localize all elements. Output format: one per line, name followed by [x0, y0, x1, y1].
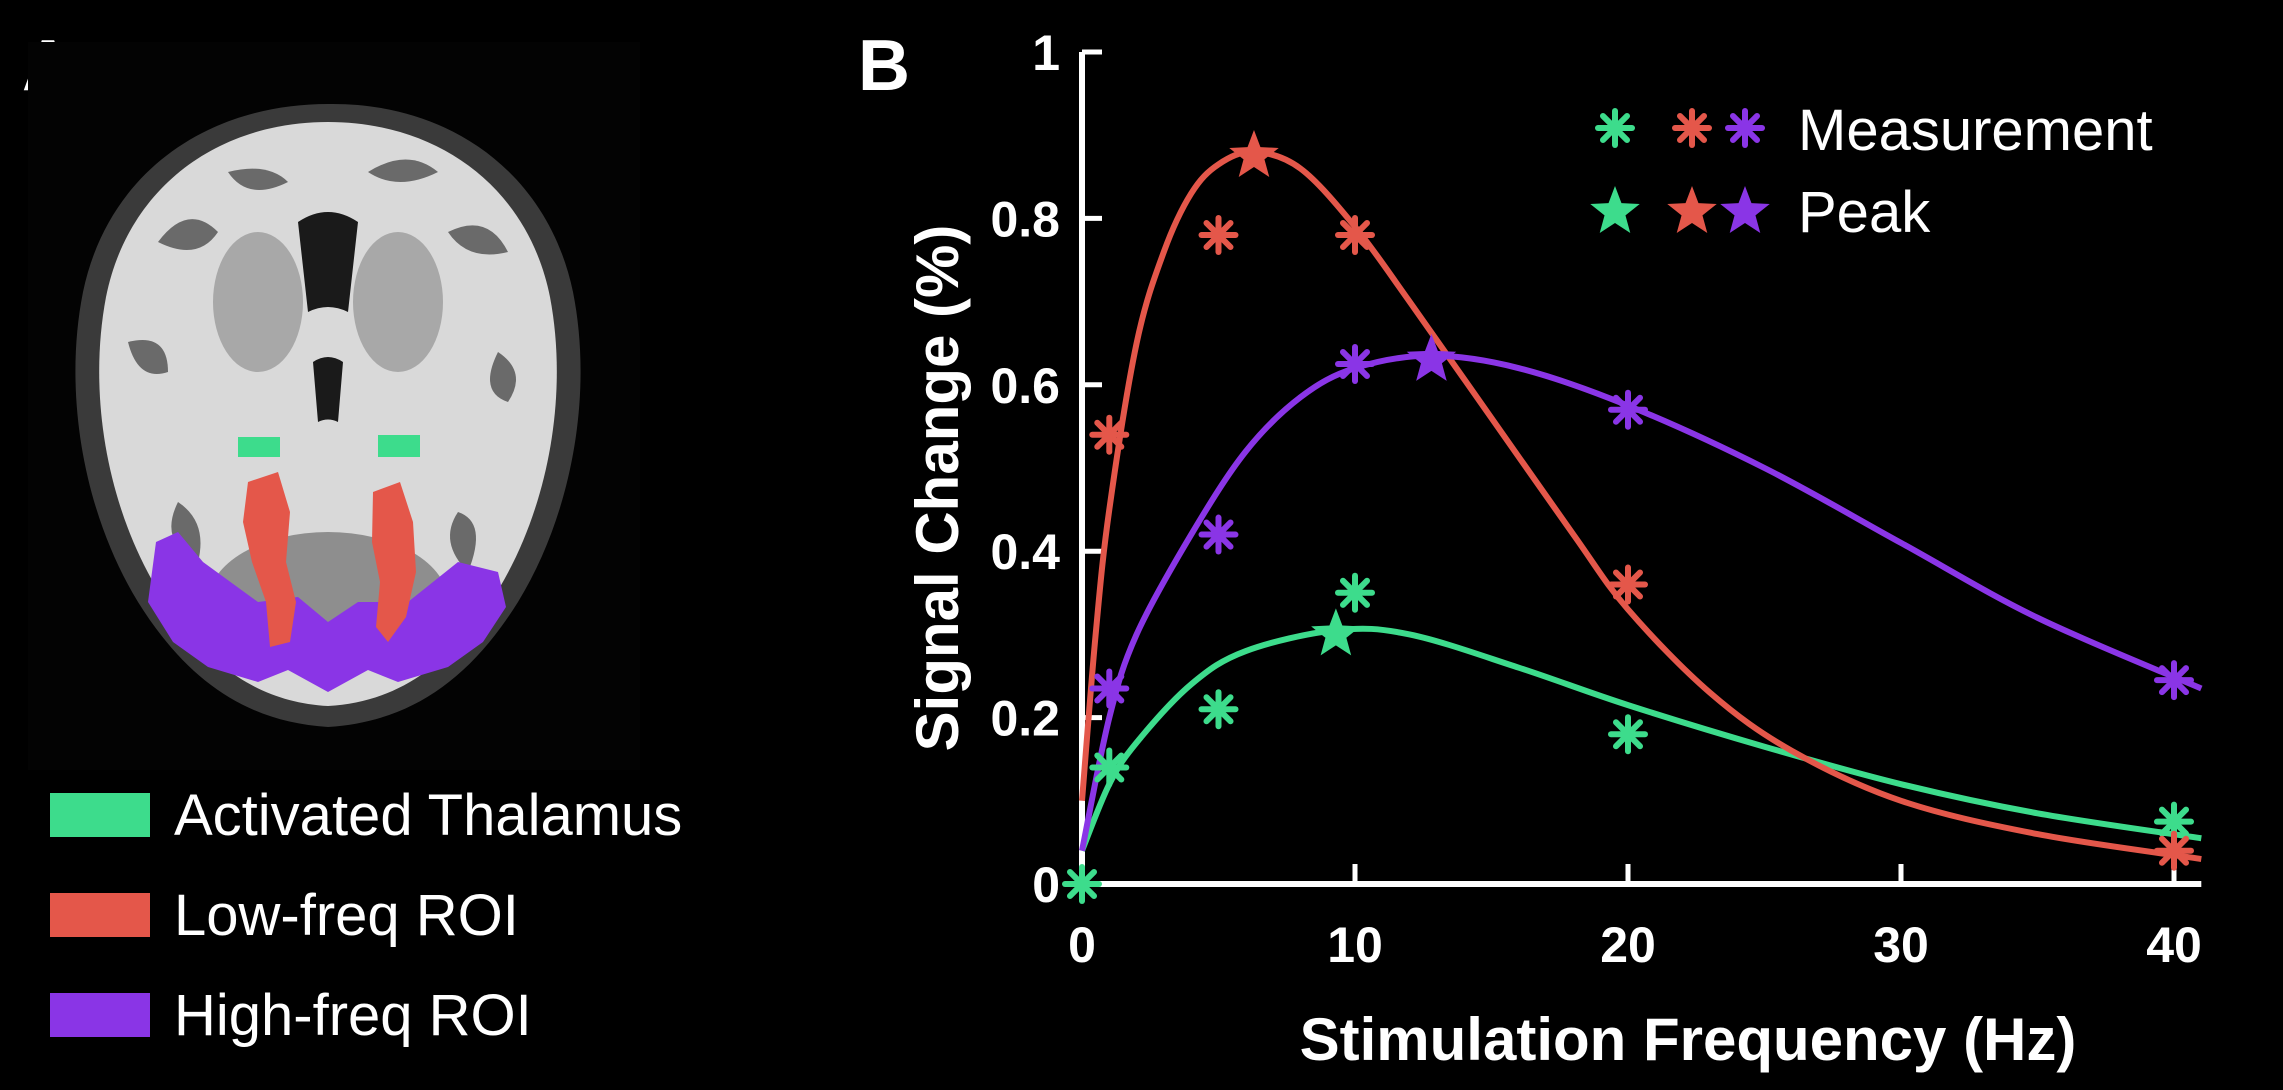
brain-axial-slice-image: [75, 103, 581, 728]
y-tick-label: 0.8: [990, 191, 1060, 247]
y-axis-title: Signal Change (%): [904, 225, 971, 752]
measurement-point: [1608, 714, 1648, 755]
roi-legend-item-thalamus: Activated Thalamus: [50, 765, 682, 865]
roi-legend: Activated Thalamus Low-freq ROI High-fre…: [50, 765, 682, 1065]
chart-fit-curves: [1079, 148, 2203, 863]
measurement-point: [1198, 689, 1239, 730]
x-tick-label: 0: [1068, 917, 1096, 973]
roi-swatch-low-freq: [50, 893, 150, 937]
peak-point: [1229, 130, 1279, 178]
fit-curve: [1079, 625, 2202, 852]
measurement-point: [1335, 572, 1375, 613]
legend-measurement-marker: [1725, 108, 1765, 148]
roi-label-thalamus: Activated Thalamus: [174, 782, 683, 848]
measurement-point: [2154, 801, 2194, 842]
legend-measurement-marker: [1672, 108, 1712, 148]
roi-swatch-thalamus: [50, 793, 150, 837]
fit-curve: [1079, 148, 2202, 863]
peak-point: [1406, 333, 1457, 381]
chart-axes: 0 10 20 30 40 0 0.2 0.4 0.6 0.8 1 Stimulation Frequ…: [904, 25, 2202, 1073]
legend-peak-marker: [1590, 186, 1640, 234]
measurement-point: [2154, 660, 2194, 701]
roi-legend-item-high-freq: High-freq ROI: [50, 965, 682, 1065]
x-tick-label: 20: [1600, 917, 1656, 973]
roi-legend-item-low-freq: Low-freq ROI: [50, 865, 682, 965]
peak-point: [1311, 608, 1361, 656]
measurement-point: [1198, 514, 1239, 555]
measurement-point: [1089, 747, 1130, 788]
y-tick-label: 0.2: [990, 691, 1060, 747]
legend-measurement-marker: [1595, 108, 1635, 148]
roi-swatch-high-freq: [50, 993, 150, 1037]
chart-marks: [1062, 130, 2194, 904]
legend-peak-marker: [1720, 186, 1770, 234]
measurement-point: [1198, 215, 1239, 256]
y-tick-label: 0.4: [990, 524, 1060, 580]
measurement-point: [1089, 414, 1130, 455]
y-tick-label: 0.6: [990, 358, 1060, 414]
brain-image-panel: [28, 42, 640, 770]
x-tick-label: 30: [1873, 917, 1929, 973]
roi-label-high-freq: High-freq ROI: [174, 982, 532, 1048]
measurement-point: [1608, 389, 1648, 430]
roi-label-low-freq: Low-freq ROI: [174, 882, 519, 948]
chart-legend: Measurement Peak: [1590, 98, 2153, 245]
measurement-point: [1335, 344, 1375, 384]
measurement-point: [1062, 864, 1102, 904]
panel-label-b: B: [858, 26, 910, 106]
legend-peak-label: Peak: [1798, 180, 1931, 245]
y-tick-label: 1: [1032, 25, 1060, 81]
measurement-point: [1608, 564, 1648, 605]
fit-curve: [1079, 352, 2203, 852]
x-axis-title: Stimulation Frequency (Hz): [1300, 1006, 2077, 1073]
x-tick-label: 10: [1327, 917, 1383, 973]
legend-peak-marker: [1667, 186, 1717, 234]
x-tick-label: 40: [2146, 917, 2202, 973]
y-tick-label: 0: [1032, 857, 1060, 913]
measurement-point: [1335, 215, 1375, 256]
measurement-point: [1089, 668, 1130, 709]
legend-measurement-label: Measurement: [1798, 98, 2153, 163]
measurement-point: [2154, 830, 2194, 871]
